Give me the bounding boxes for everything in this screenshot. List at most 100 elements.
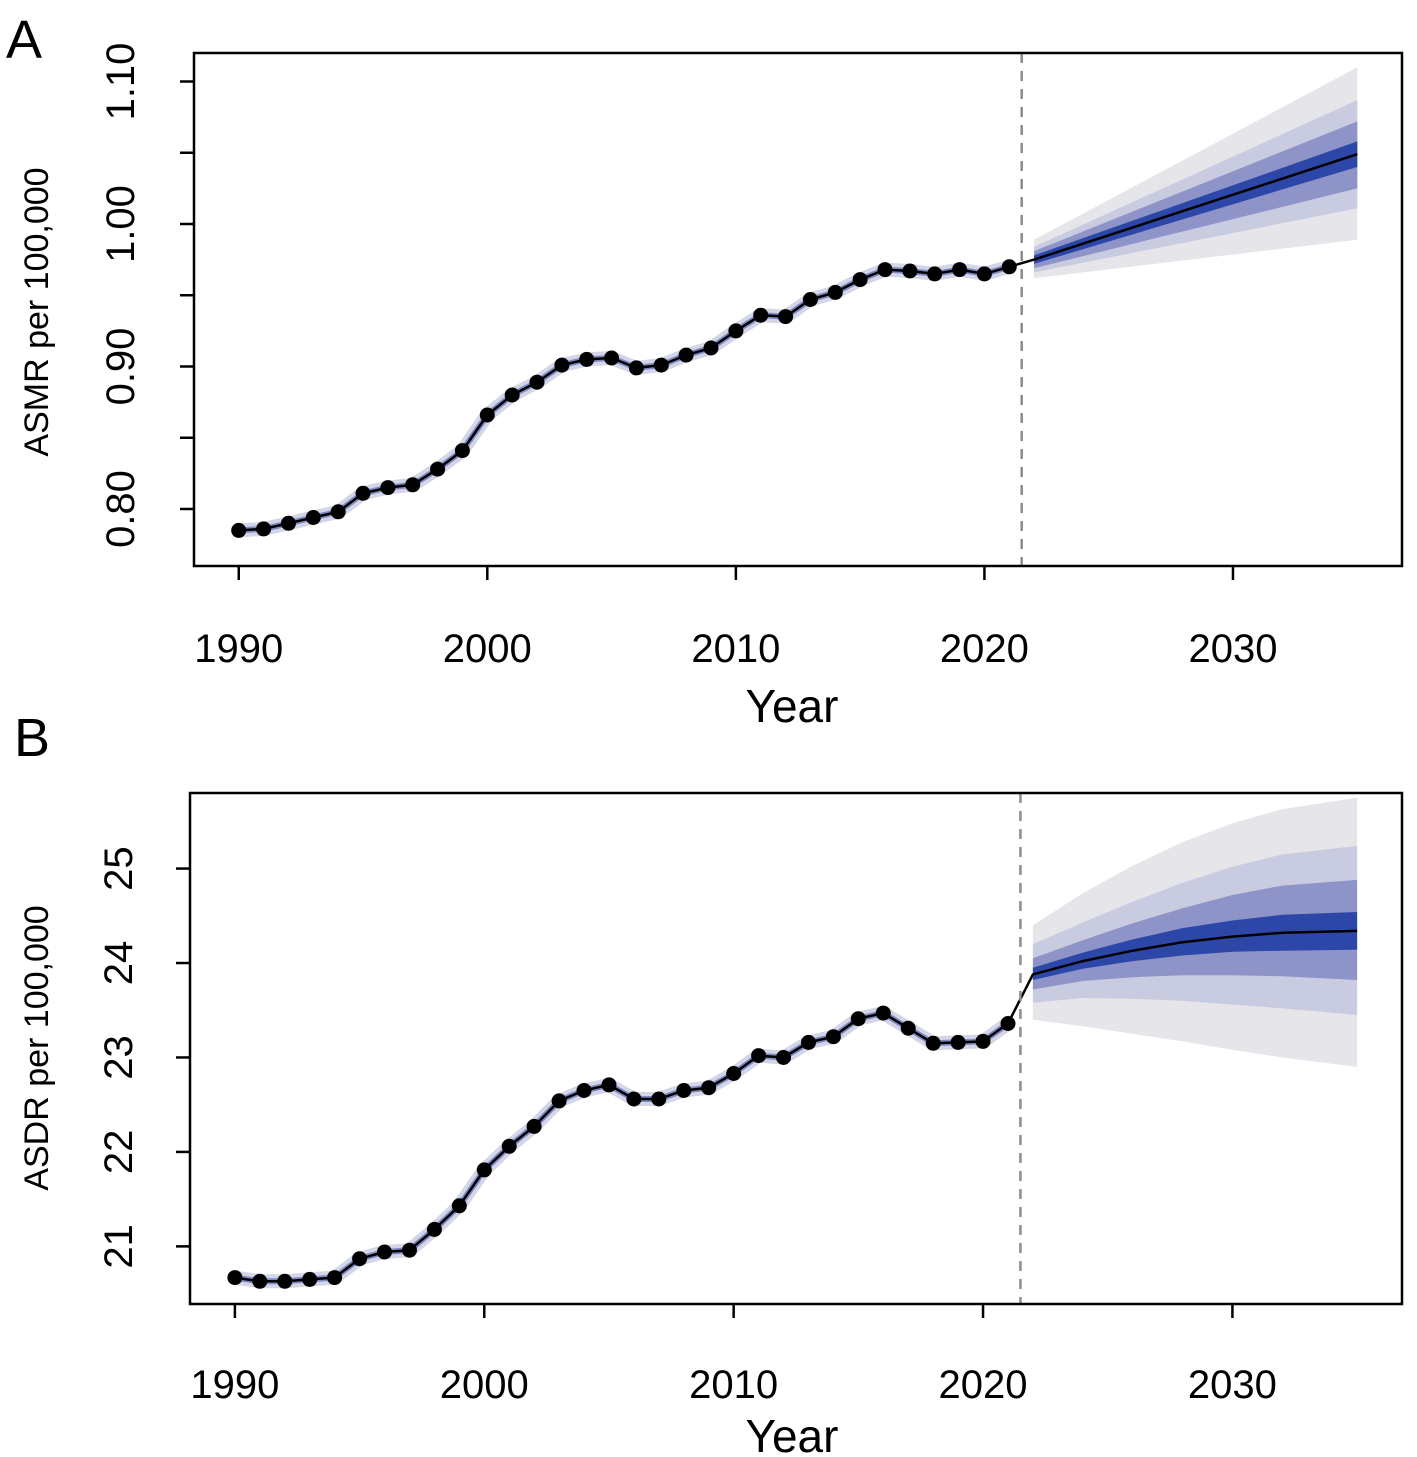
panel-a-y-tick-label: 1.10 (99, 43, 143, 121)
panel-b-data-point (1000, 1016, 1016, 1031)
panel-b-data-point (227, 1270, 243, 1286)
panel-b-data-point (302, 1271, 318, 1287)
panel-b-data-point (426, 1221, 442, 1237)
panel-b-y-axis-title: ASDR per 100,000 (18, 905, 56, 1190)
panel-b-plot-area (227, 793, 1358, 1304)
panel-a-data-point (454, 443, 470, 459)
panel-b-data-point (476, 1162, 492, 1178)
panel-a-y-tick-label: 0.90 (99, 328, 143, 406)
panel-a-data-point (753, 307, 769, 323)
panel-b-data-point (576, 1083, 592, 1098)
panel-a-data-point (952, 262, 968, 278)
panel-a-data-point (827, 284, 843, 300)
panel-b-data-point (950, 1034, 966, 1050)
panel-a-data-point (976, 266, 992, 282)
panel-b-x-tick-label: 2010 (689, 1363, 778, 1407)
panel-b-data-point (900, 1020, 916, 1036)
panel-a-plot-area (231, 53, 1358, 566)
panel-a-data-point (778, 309, 794, 325)
panel-a-observed-band (231, 259, 1017, 538)
panel-b-data-point (676, 1083, 692, 1098)
panel-a-data-point (231, 522, 247, 538)
panel-a-data-point (927, 266, 943, 282)
panel-a: A 1990 2000 2010 2020 2030 0.80 0.90 1.00 1.10 Y… (6, 10, 1404, 732)
panel-b-data-point (751, 1048, 767, 1064)
panel-b-data-point (327, 1270, 343, 1286)
panel-b-projection-band-inner (1032, 912, 1358, 980)
panel-a-y-axis-title: ASMR per 100,000 (18, 167, 56, 456)
panel-a-observed-line (238, 265, 1010, 532)
panel-b-data-point (352, 1251, 368, 1267)
panel-b-label: B (14, 708, 50, 768)
panel-a-data-point (604, 350, 620, 366)
panel-b-x-tick-label: 2000 (440, 1363, 529, 1407)
panel-a-x-tick-label: 2000 (443, 627, 532, 671)
panel-b-data-point (651, 1091, 667, 1107)
panel-a-data-point (678, 347, 694, 363)
panel-a-data-point (653, 357, 669, 373)
panel-b-data-point (875, 1005, 891, 1021)
panel-b-data-point (252, 1273, 268, 1289)
panel-a-data-point (479, 407, 495, 423)
panel-b-plot: 1990 2000 2010 2020 2030 21 22 23 24 25 (97, 791, 1404, 1407)
panel-a-data-point (628, 360, 644, 376)
panel-a-x-tick-label: 2020 (940, 627, 1029, 671)
panel-b-plot-frame (188, 791, 1404, 1306)
panel-b-y-tick-label: 25 (97, 846, 141, 891)
panel-b-data-point (626, 1091, 642, 1107)
panel-a-data-point (728, 323, 744, 339)
panel-b-x-tick-label: 1990 (190, 1363, 279, 1407)
panel-b-data-point (377, 1244, 392, 1260)
panel-b-y-tick-label: 21 (97, 1224, 141, 1269)
panel-a-x-tick-label: 2010 (691, 627, 780, 671)
panel-a-y-tick-label: 1.00 (99, 185, 143, 263)
panel-a-label: A (6, 10, 42, 70)
panel-b-data-point (277, 1273, 293, 1289)
panel-a-data-point (529, 374, 545, 390)
panel-b-y-tick-label: 22 (97, 1130, 141, 1175)
panel-b-data-point (601, 1077, 617, 1093)
panel-a-data-point (430, 461, 446, 477)
panel-b-data-point (701, 1080, 717, 1096)
panel-a-data-point (281, 515, 296, 531)
panel-b-projection-mean-line (1006, 929, 1358, 1025)
panel-a-data-point (405, 477, 421, 493)
panel-b-data-point (551, 1093, 567, 1109)
panel-a-x-tick-label: 2030 (1188, 627, 1277, 671)
panel-b-observed-band (227, 1006, 1015, 1289)
panel-a-data-point (579, 351, 595, 367)
panel-a-plot: 1990 2000 2010 2020 2030 0.80 0.90 1.00 1.10 (99, 43, 1404, 671)
panel-a-data-point (852, 272, 868, 288)
panel-b-data-point (526, 1118, 542, 1134)
panel-b-x-tick-label: 2020 (939, 1363, 1028, 1407)
panel-a-data-point (554, 357, 570, 373)
panel-b-observed-inner-band (231, 1010, 1011, 1285)
panel-a-data-point (504, 387, 520, 403)
panel-a-data-point (305, 510, 321, 525)
panel-a-y-tick-label: 0.80 (99, 470, 143, 548)
panel-a-data-point (256, 521, 272, 537)
panel-b-data-point (801, 1034, 816, 1050)
panel-b-data-point (402, 1242, 417, 1258)
panel-a-observed-inner-band (235, 263, 1013, 534)
panel-b-y-tick-label: 24 (97, 941, 141, 986)
panel-b-data-point (776, 1050, 791, 1065)
panel-b: B 1990 2000 2010 2020 2030 21 22 23 24 25 Year AS… (14, 708, 1404, 1457)
panel-b-observed-line (234, 1011, 1009, 1283)
panel-b-data-point (726, 1066, 742, 1081)
panel-a-projection-mean-line (1008, 153, 1358, 269)
panel-b-data-point (825, 1029, 841, 1045)
panel-a-data-point (380, 480, 396, 496)
panel-b-data-point (925, 1035, 941, 1051)
panel-a-x-tick-label: 1990 (194, 627, 283, 671)
panel-b-x-tick-label: 2030 (1188, 1363, 1277, 1407)
panel-a-data-point (1001, 259, 1017, 275)
panel-a-data-point (902, 263, 918, 279)
panel-b-data-point (451, 1198, 467, 1214)
panel-b-data-point (975, 1033, 991, 1049)
panel-b-y-tick-label: 23 (97, 1035, 141, 1080)
panel-a-plot-frame (192, 51, 1404, 568)
panel-a-x-axis-title: Year (746, 680, 839, 732)
panel-b-x-axis-title: Year (746, 1410, 839, 1457)
